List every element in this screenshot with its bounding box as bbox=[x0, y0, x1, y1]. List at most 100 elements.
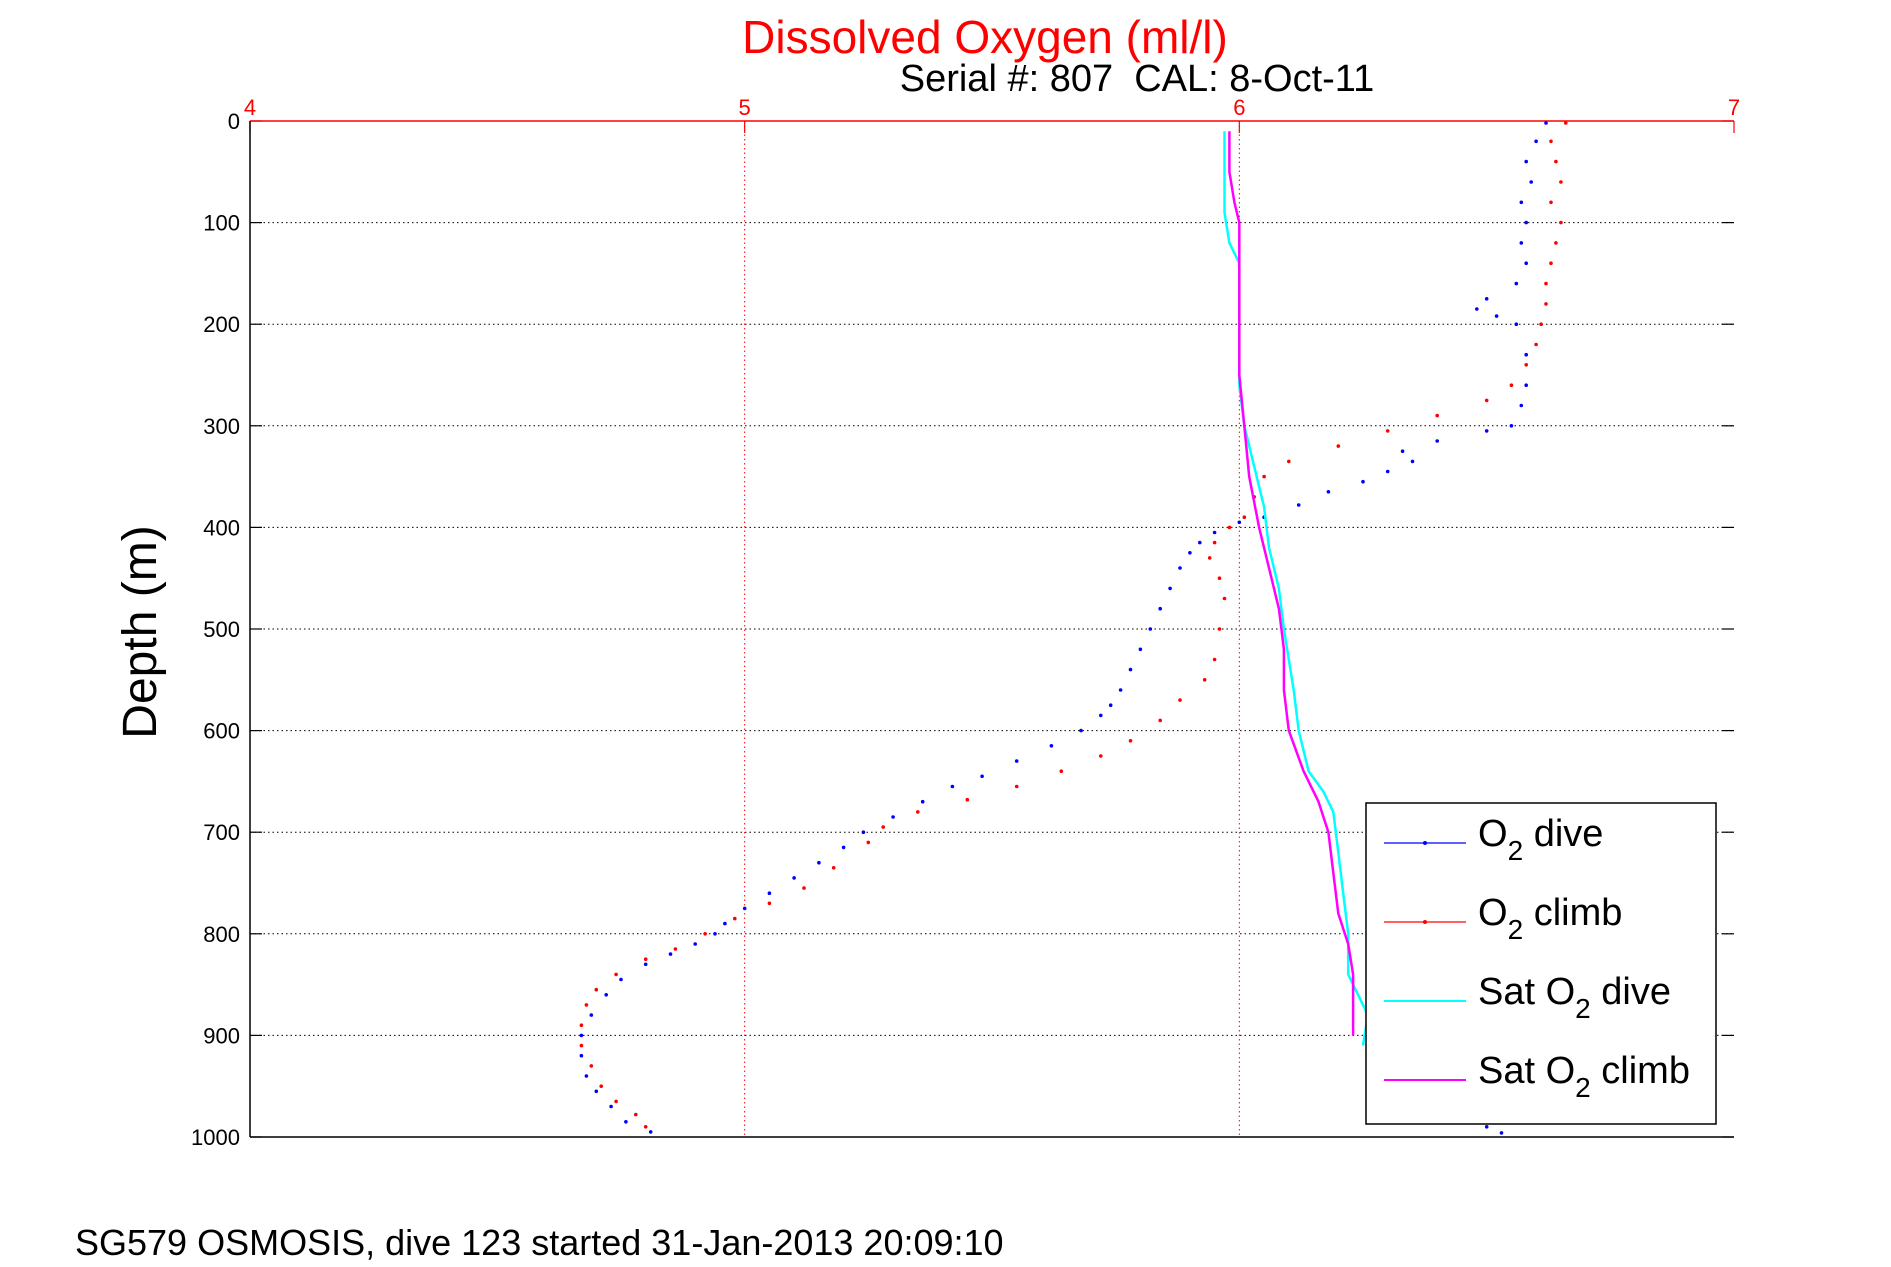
data-point-o2-climb bbox=[1484, 398, 1489, 403]
data-point-o2-dive bbox=[594, 1089, 599, 1094]
series-o2-dive bbox=[579, 121, 1548, 1135]
data-point-o2-dive bbox=[1148, 627, 1153, 631]
data-point-o2-dive bbox=[693, 942, 697, 946]
data-point-o2-dive bbox=[1534, 139, 1538, 144]
data-point-o2-climb bbox=[866, 840, 871, 845]
data-point-o2-dive bbox=[1524, 383, 1528, 388]
data-point-o2-dive bbox=[742, 906, 747, 911]
data-point-o2-climb bbox=[1549, 200, 1553, 205]
data-point-o2-dive bbox=[589, 1013, 594, 1017]
data-point-o2-climb bbox=[1534, 342, 1538, 347]
chart-title: Dissolved Oxygen (ml/l) bbox=[742, 11, 1228, 63]
data-point-o2-climb bbox=[589, 1064, 594, 1068]
data-point-o2-climb bbox=[831, 866, 836, 870]
data-point-o2-dive bbox=[1410, 459, 1415, 464]
legend-marker-o2-dive bbox=[1423, 841, 1427, 845]
y-tick-label: 900 bbox=[203, 1023, 240, 1048]
legend-marker-o2-climb bbox=[1423, 920, 1427, 924]
data-point-o2-climb bbox=[1524, 363, 1528, 367]
data-point-o2-dive bbox=[1524, 220, 1528, 225]
data-point-o2-dive bbox=[1049, 744, 1054, 748]
data-point-o2-climb bbox=[1207, 556, 1212, 560]
data-point-o2-dive bbox=[1509, 424, 1514, 428]
data-point-o2-dive bbox=[1484, 429, 1489, 433]
y-tick-label: 1000 bbox=[191, 1125, 240, 1150]
legend: O2 dive O2 climb Sat O2 dive Sat O2 climb bbox=[1365, 802, 1717, 1125]
data-point-o2-climb bbox=[1554, 159, 1558, 164]
legend-label-o2-climb: O2 climb bbox=[1478, 892, 1622, 945]
data-point-o2-dive bbox=[891, 815, 895, 819]
y-tick-label: 200 bbox=[203, 312, 240, 337]
y-axis-label: Depth (m) bbox=[114, 525, 167, 738]
data-point-o2-dive bbox=[624, 1120, 628, 1124]
y-tick-label: 100 bbox=[203, 211, 240, 236]
data-point-o2-climb bbox=[916, 810, 920, 814]
series-line-sat-o2-climb bbox=[1228, 131, 1355, 1036]
data-point-o2-climb bbox=[1554, 241, 1558, 245]
y-tick-label: 800 bbox=[203, 922, 240, 947]
data-point-o2-climb bbox=[579, 1043, 584, 1048]
y-tick-label: 500 bbox=[203, 617, 240, 642]
data-point-o2-dive bbox=[1188, 551, 1192, 555]
data-point-o2-dive bbox=[1524, 261, 1528, 266]
data-point-o2-climb bbox=[881, 825, 885, 829]
data-point-o2-climb bbox=[1564, 121, 1568, 125]
data-point-o2-dive bbox=[1361, 479, 1365, 484]
data-point-o2-dive bbox=[584, 1074, 589, 1078]
data-point-o2-climb bbox=[1544, 281, 1548, 286]
data-point-o2-climb bbox=[1202, 678, 1207, 682]
data-point-o2-dive bbox=[1168, 586, 1172, 591]
data-point-o2-climb bbox=[594, 987, 599, 992]
data-point-o2-climb bbox=[1287, 459, 1291, 464]
data-point-o2-climb bbox=[1549, 261, 1553, 266]
data-point-o2-dive bbox=[767, 891, 772, 895]
data-point-o2-dive bbox=[609, 1104, 613, 1109]
grid-layer bbox=[250, 121, 1734, 1137]
data-point-o2-climb bbox=[614, 972, 618, 977]
series-layer bbox=[579, 121, 1568, 1135]
legend-label-sat-o2-climb: Sat O2 climb bbox=[1478, 1050, 1690, 1103]
data-point-o2-dive bbox=[817, 860, 821, 865]
data-point-o2-dive bbox=[1385, 469, 1390, 474]
data-point-o2-climb bbox=[1262, 474, 1266, 479]
data-point-o2-dive bbox=[1499, 1131, 1504, 1135]
data-point-o2-dive bbox=[1519, 200, 1524, 205]
data-point-o2-dive bbox=[1514, 322, 1519, 327]
data-point-o2-dive bbox=[1514, 281, 1519, 286]
data-point-o2-climb bbox=[1559, 180, 1563, 184]
data-point-o2-climb bbox=[1509, 383, 1514, 388]
data-point-o2-dive bbox=[1484, 297, 1489, 301]
legend-label-sat-o2-dive: Sat O2 dive bbox=[1478, 971, 1671, 1024]
data-point-o2-dive bbox=[920, 799, 925, 804]
y-tick-label: 700 bbox=[203, 820, 240, 845]
data-point-o2-climb bbox=[643, 957, 648, 961]
data-point-o2-dive bbox=[1178, 566, 1182, 570]
legend-items: O2 dive O2 climb Sat O2 dive Sat O2 climb bbox=[1384, 813, 1690, 1103]
data-point-o2-climb bbox=[634, 1112, 638, 1117]
data-point-o2-dive bbox=[723, 921, 727, 926]
data-point-o2-dive bbox=[1138, 647, 1143, 652]
data-point-o2-dive bbox=[792, 876, 796, 880]
x-tick-label: 7 bbox=[1728, 95, 1740, 120]
x-tick-label: 6 bbox=[1233, 95, 1245, 120]
data-point-o2-climb bbox=[1227, 525, 1232, 530]
data-point-o2-dive bbox=[643, 962, 648, 967]
data-point-o2-dive bbox=[1212, 530, 1217, 535]
x-tick-label: 4 bbox=[244, 95, 256, 120]
data-point-o2-dive bbox=[1475, 307, 1479, 311]
data-point-o2-dive bbox=[619, 977, 623, 982]
data-point-o2-climb bbox=[1385, 429, 1390, 433]
data-point-o2-dive bbox=[713, 932, 717, 936]
y-tick-label: 300 bbox=[203, 414, 240, 439]
data-point-o2-dive bbox=[1524, 159, 1528, 164]
legend-label-o2-dive: O2 dive bbox=[1478, 813, 1603, 866]
data-point-o2-dive bbox=[980, 774, 984, 779]
data-point-o2-climb bbox=[703, 932, 707, 936]
data-point-o2-dive bbox=[861, 830, 866, 834]
data-point-o2-dive bbox=[950, 784, 955, 789]
data-point-o2-climb bbox=[1128, 739, 1133, 743]
data-point-o2-dive bbox=[1198, 540, 1202, 545]
data-point-o2-climb bbox=[1014, 784, 1019, 789]
data-point-o2-climb bbox=[1559, 220, 1563, 225]
